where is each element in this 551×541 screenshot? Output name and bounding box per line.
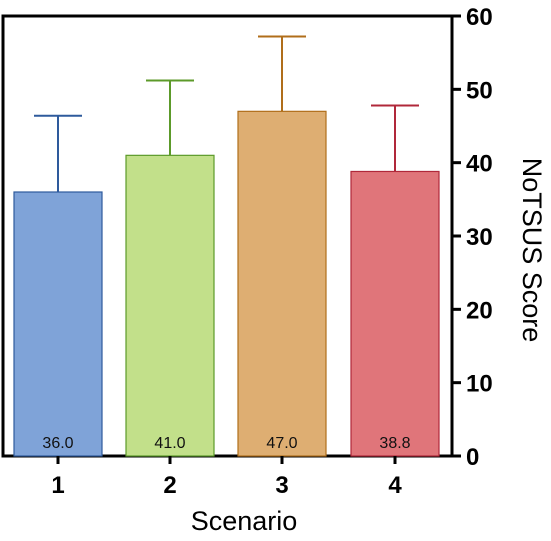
y-tick-label-20: 20	[466, 297, 493, 324]
data-label-4: 38.8	[379, 435, 410, 452]
x-axis-title: Scenario	[191, 506, 298, 536]
bar-4	[350, 170, 440, 457]
x-tick-label-2: 2	[163, 472, 176, 499]
y-tick-label-40: 40	[466, 151, 493, 178]
data-label-1: 36.0	[42, 435, 73, 452]
y-tick-label-0: 0	[466, 444, 479, 471]
y-tick-label-50: 50	[466, 77, 493, 104]
y-ticks-group: 0 10 20 30 40 50 60	[452, 4, 493, 471]
y-tick-label-60: 60	[466, 4, 493, 31]
y-axis-title: NoTSUS Score	[517, 158, 547, 343]
x-tick-label-3: 3	[275, 472, 288, 499]
bar-2	[125, 154, 215, 457]
bar-1	[13, 191, 103, 457]
x-ticks-group: 1 2 3 4	[51, 456, 402, 499]
x-tick-label-4: 4	[388, 472, 402, 499]
bars-group	[13, 110, 440, 457]
bar-3	[237, 110, 327, 457]
data-label-2: 41.0	[154, 435, 185, 452]
x-tick-label-1: 1	[51, 472, 64, 499]
y-tick-label-30: 30	[466, 224, 493, 251]
y-tick-label-10: 10	[466, 371, 493, 398]
error-bars-group	[34, 35, 419, 192]
data-label-3: 47.0	[266, 435, 297, 452]
data-labels-group: 36.0 41.0 47.0 38.8	[42, 435, 410, 452]
